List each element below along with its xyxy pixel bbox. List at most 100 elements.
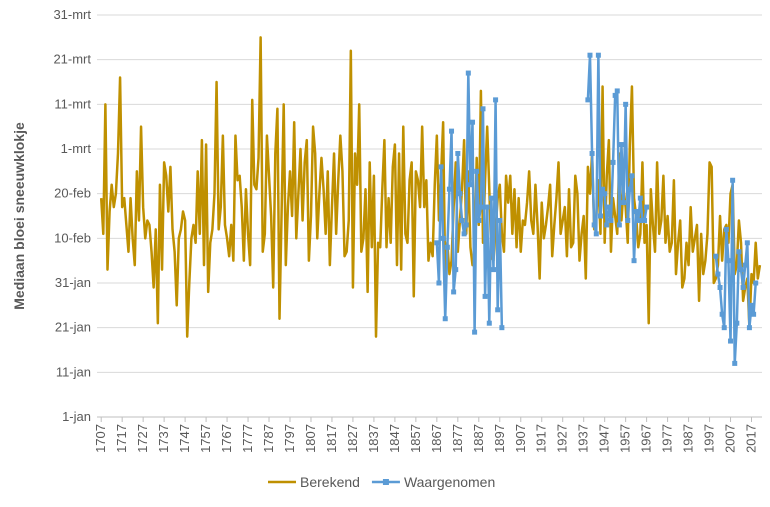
point-marker	[627, 186, 633, 192]
point-marker	[488, 195, 494, 201]
point-marker	[455, 150, 461, 156]
point-marker	[587, 52, 593, 58]
legend-item: Waargenomen	[371, 474, 495, 490]
point-marker	[591, 222, 597, 228]
point-marker	[457, 191, 463, 197]
point-marker	[459, 217, 465, 223]
x-tick-label: 1767	[219, 424, 234, 453]
legend-label: Waargenomen	[404, 474, 495, 490]
point-marker	[719, 311, 725, 317]
point-marker	[740, 284, 746, 290]
point-marker	[629, 173, 635, 179]
point-marker	[734, 320, 740, 326]
point-marker	[593, 231, 599, 237]
x-tick-label: 1897	[492, 424, 507, 453]
point-marker	[713, 253, 719, 259]
x-tick-label: 1787	[261, 424, 276, 453]
x-tick-label: 1967	[639, 424, 654, 453]
point-marker	[610, 159, 616, 165]
point-marker	[442, 316, 448, 322]
x-tick-label: 1727	[135, 424, 150, 453]
x-tick-label: 1847	[387, 424, 402, 453]
y-tick-label: 11-jan	[56, 364, 91, 379]
point-marker	[732, 360, 738, 366]
x-tick-label: 1997	[702, 424, 717, 453]
point-marker	[623, 101, 629, 107]
point-marker	[633, 209, 639, 215]
point-marker	[618, 142, 624, 148]
point-marker	[604, 222, 610, 228]
y-tick-label: 10-feb	[54, 230, 91, 245]
point-marker	[472, 329, 478, 335]
x-tick-label: 1977	[660, 424, 675, 453]
point-marker	[635, 217, 641, 223]
point-marker	[644, 204, 650, 210]
x-tick-label: 1877	[450, 424, 465, 453]
point-marker	[436, 280, 442, 286]
point-marker	[612, 92, 618, 98]
point-marker	[451, 289, 457, 295]
y-tick-label: 1-mrt	[61, 141, 92, 156]
point-marker	[746, 325, 752, 331]
x-tick-label: 1737	[156, 424, 171, 453]
point-marker	[637, 195, 643, 201]
point-marker	[476, 217, 482, 223]
point-marker	[616, 222, 622, 228]
point-marker	[589, 150, 595, 156]
point-marker	[495, 307, 501, 313]
point-marker	[723, 226, 729, 232]
y-tick-label: 31-mrt	[53, 7, 91, 22]
point-marker	[600, 186, 606, 192]
point-marker	[602, 191, 608, 197]
x-tick-label: 1797	[282, 424, 297, 453]
y-axis-label: Mediaan bloei sneeuwklokje	[11, 122, 27, 310]
x-tick-label: 1817	[324, 424, 339, 453]
point-marker	[474, 168, 480, 174]
x-tick-label: 1907	[513, 424, 528, 453]
point-marker	[440, 235, 446, 241]
x-tick-label: 1777	[240, 424, 255, 453]
point-marker	[482, 293, 488, 299]
x-tick-label: 1947	[597, 424, 612, 453]
x-tick-label: 1757	[198, 424, 213, 453]
legend-marker	[382, 479, 389, 485]
point-marker	[453, 267, 459, 273]
point-marker	[463, 222, 469, 228]
point-marker	[631, 258, 637, 264]
point-marker	[434, 240, 440, 246]
point-marker	[493, 97, 499, 103]
series-line	[99, 36, 762, 338]
x-tick-label: 1827	[345, 424, 360, 453]
point-marker	[470, 119, 476, 125]
point-marker	[751, 311, 757, 317]
x-tick-label: 1957	[618, 424, 633, 453]
point-marker	[585, 97, 591, 103]
y-tick-label: 21-jan	[55, 320, 91, 335]
point-marker	[449, 128, 455, 134]
x-tick-label: 1717	[114, 424, 129, 453]
x-tick-label: 1867	[429, 424, 444, 453]
y-tick-label: 21-mrt	[53, 52, 91, 67]
x-tick-label: 1707	[93, 424, 108, 453]
point-marker	[608, 217, 614, 223]
point-marker	[446, 186, 452, 192]
x-tick-label: 1927	[555, 424, 570, 453]
point-marker	[597, 213, 603, 219]
point-marker	[621, 200, 627, 206]
point-marker	[595, 52, 601, 58]
x-tick-label: 2007	[723, 424, 738, 453]
x-tick-label: 1887	[471, 424, 486, 453]
point-marker	[721, 325, 727, 331]
x-tick-label: 1747	[177, 424, 192, 453]
point-marker	[742, 262, 748, 268]
point-marker	[736, 249, 742, 255]
point-marker	[749, 302, 755, 308]
point-marker	[497, 217, 503, 223]
x-tick-label: 1837	[366, 424, 381, 453]
point-marker	[625, 217, 631, 223]
point-marker	[480, 106, 486, 112]
point-marker	[738, 267, 744, 273]
point-marker	[461, 231, 467, 237]
point-marker	[438, 164, 444, 170]
